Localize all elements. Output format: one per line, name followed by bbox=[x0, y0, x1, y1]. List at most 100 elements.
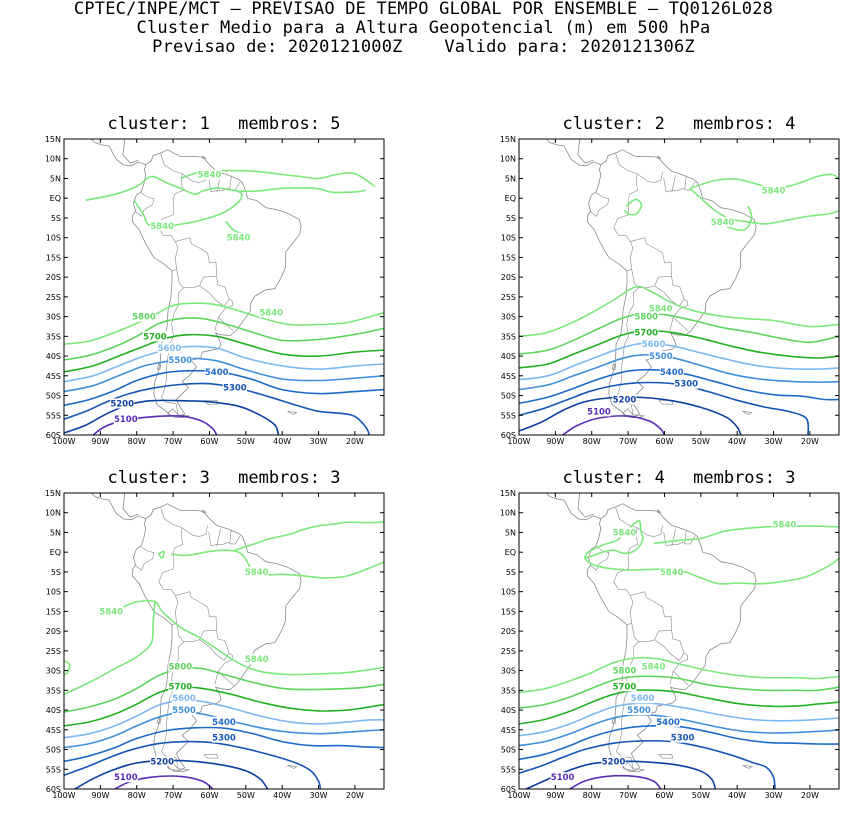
contour-labels: 5840 5840 5840 5840 5800 5700 5600 5500 5400 5300… bbox=[110, 169, 284, 425]
contour-label: 5300 bbox=[671, 734, 695, 744]
contour-label-bg bbox=[612, 527, 637, 538]
contour-label-bg bbox=[197, 169, 222, 180]
contour-label-bg bbox=[627, 705, 651, 716]
island-outline bbox=[611, 363, 617, 370]
contour-label: 5100 bbox=[551, 773, 575, 783]
contour-5840 bbox=[64, 601, 156, 696]
contour-label: 5100 bbox=[114, 415, 138, 425]
contour-5500 bbox=[64, 357, 384, 393]
coastline-south-america bbox=[586, 503, 757, 771]
contour-label-bg bbox=[132, 311, 156, 322]
country-border bbox=[214, 317, 219, 331]
contour-label: 5800 bbox=[634, 313, 658, 323]
contour-label: 5100 bbox=[114, 773, 138, 783]
country-border bbox=[663, 177, 696, 192]
contour-label-bg bbox=[674, 378, 699, 389]
island-outline bbox=[287, 410, 298, 415]
axes: 15N 10N 5N EQ 5S 10S 15S 20S 25S 30S 35S 40S 45S 50S 5… bbox=[45, 135, 384, 446]
geopotential-contours bbox=[64, 169, 384, 435]
contour-5840 bbox=[64, 660, 71, 676]
panel-title: cluster: 4 membros: 3 bbox=[519, 468, 839, 488]
contour-5200 bbox=[519, 396, 742, 435]
contour-5840 bbox=[121, 599, 384, 676]
panel-title: cluster: 2 membros: 4 bbox=[519, 114, 839, 134]
map-plot: 5840584058405800570056005500540053005200… bbox=[500, 135, 840, 446]
island-outline bbox=[203, 399, 219, 405]
country-border bbox=[158, 507, 184, 626]
country-border bbox=[654, 639, 685, 661]
lat-label: 30S bbox=[46, 313, 61, 322]
map-geography bbox=[90, 493, 302, 772]
contour-labels: 5840 5840 5840 5800 5700 5600 5500 5400 5300 5200… bbox=[99, 566, 269, 783]
country-border bbox=[176, 623, 217, 643]
contour-label-bg bbox=[150, 756, 175, 767]
lon-label: 70W bbox=[164, 437, 182, 446]
lat-label: 40S bbox=[501, 352, 516, 361]
country-border bbox=[613, 507, 639, 626]
coastline-caribbean bbox=[124, 493, 126, 494]
panel-title: cluster: 3 membros: 3 bbox=[64, 468, 384, 488]
contour-label-bg bbox=[113, 414, 138, 425]
coastline-caribbean bbox=[579, 139, 581, 140]
lon-label: 30W bbox=[309, 437, 327, 446]
lat-label: 20S bbox=[501, 627, 516, 636]
lat-label: 10S bbox=[501, 588, 516, 597]
country-border bbox=[214, 671, 219, 685]
contour-5800 bbox=[64, 317, 384, 361]
lat-label: 20S bbox=[46, 627, 61, 636]
contour-label-bg bbox=[142, 331, 167, 342]
map-plot: 5840 5840 5840 5840 5800 5700 5600 5500 5400 5300… bbox=[500, 489, 840, 800]
country-border bbox=[590, 192, 610, 217]
contour-label: 5840 bbox=[99, 607, 123, 617]
contour-label: 5840 bbox=[773, 521, 797, 531]
island-outline bbox=[202, 509, 207, 513]
country-border bbox=[216, 528, 221, 547]
country-border bbox=[182, 525, 208, 537]
contour-label: 5840 bbox=[150, 222, 174, 232]
contour-label-bg bbox=[587, 406, 611, 417]
country-border bbox=[616, 641, 639, 769]
island-outline bbox=[657, 155, 662, 159]
island-outline bbox=[742, 764, 753, 769]
lat-label: 60S bbox=[501, 785, 516, 794]
contour-label-bg bbox=[550, 772, 575, 783]
contour-5600 bbox=[64, 345, 384, 383]
plot-frame bbox=[63, 492, 385, 790]
island-outline bbox=[203, 753, 219, 759]
lat-label: 5N bbox=[505, 528, 516, 537]
island-outline bbox=[167, 408, 190, 418]
lon-label: 80W bbox=[128, 791, 146, 800]
lat-label: 40S bbox=[46, 706, 61, 715]
lat-label: 15S bbox=[46, 607, 61, 616]
contour-5840 bbox=[256, 561, 384, 579]
contour-label: 5400 bbox=[205, 368, 229, 378]
lon-label: 70W bbox=[164, 791, 182, 800]
lat-label: 50S bbox=[501, 392, 516, 401]
contour-label: 5600 bbox=[631, 694, 655, 704]
contour-label: 5500 bbox=[649, 352, 673, 362]
contour-label-bg bbox=[710, 216, 735, 227]
contour-label: 5800 bbox=[169, 663, 193, 673]
geopotential-contours bbox=[64, 521, 384, 789]
plot-frame bbox=[518, 492, 840, 790]
lat-label: 5S bbox=[506, 568, 516, 577]
contour-label-bg bbox=[110, 398, 135, 409]
header-dates: Previsao de: 2020121000Z Valido para: 20… bbox=[0, 38, 847, 57]
contour-label: 5500 bbox=[169, 356, 193, 366]
contour-label: 5840 bbox=[245, 655, 269, 665]
contour-label-bg bbox=[772, 519, 797, 530]
contour-label-bg bbox=[150, 220, 175, 231]
country-border bbox=[135, 546, 155, 571]
lat-label: 10N bbox=[45, 509, 61, 518]
contour-label: 5400 bbox=[660, 368, 684, 378]
lat-label: 10S bbox=[501, 234, 516, 243]
contour-label-bg bbox=[168, 355, 193, 366]
lat-label: 25S bbox=[46, 293, 61, 302]
contour-5300 bbox=[519, 381, 810, 435]
contour-label: 5400 bbox=[656, 718, 680, 728]
contour-label: 5200 bbox=[150, 757, 174, 767]
contour-label: 5400 bbox=[212, 718, 236, 728]
contour-label: 5300 bbox=[212, 734, 236, 744]
lon-label: 80W bbox=[583, 791, 601, 800]
contour-label: 5200 bbox=[602, 757, 626, 767]
